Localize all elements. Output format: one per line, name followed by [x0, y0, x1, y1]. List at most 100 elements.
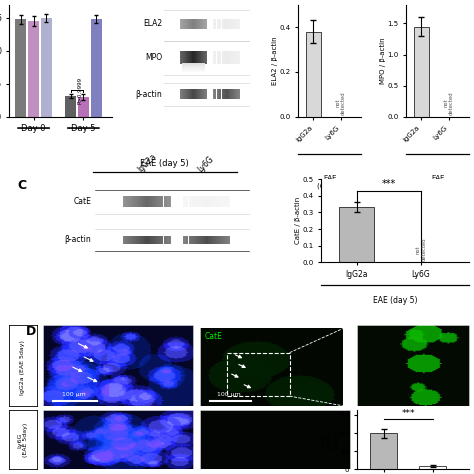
Bar	[223, 196, 224, 207]
Bar	[185, 236, 186, 244]
Bar	[205, 196, 206, 207]
Bar	[370, 433, 397, 469]
Bar	[185, 19, 186, 29]
Bar	[183, 19, 184, 29]
Bar	[182, 64, 205, 65]
Text: CatE: CatE	[73, 197, 91, 206]
Bar	[198, 196, 199, 207]
Text: 100 μm: 100 μm	[62, 392, 86, 397]
Bar	[192, 51, 193, 64]
Bar	[138, 236, 139, 244]
Bar	[231, 51, 232, 64]
Bar	[211, 196, 212, 207]
Bar	[163, 196, 164, 207]
Bar	[188, 19, 189, 29]
Bar	[201, 51, 202, 64]
Bar	[193, 196, 194, 207]
Bar	[197, 196, 198, 207]
Bar	[216, 19, 217, 29]
Bar	[133, 236, 134, 244]
Bar	[204, 51, 205, 64]
Bar	[186, 19, 187, 29]
Bar	[224, 196, 225, 207]
Bar	[185, 196, 186, 207]
Bar	[206, 19, 207, 29]
Bar	[164, 196, 165, 207]
Bar	[182, 68, 205, 70]
Bar	[135, 196, 136, 207]
Bar	[180, 19, 181, 29]
Bar	[143, 196, 144, 207]
Bar	[219, 236, 220, 244]
Bar	[210, 196, 211, 207]
Bar	[191, 19, 192, 29]
Bar	[195, 236, 196, 244]
Bar	[202, 51, 203, 64]
Bar	[182, 67, 205, 69]
Bar	[212, 236, 213, 244]
Bar	[225, 196, 226, 207]
Bar	[206, 90, 207, 100]
Bar	[169, 236, 170, 244]
Bar	[218, 236, 219, 244]
Bar	[220, 51, 221, 64]
Bar	[158, 196, 159, 207]
Bar	[231, 19, 232, 29]
Bar	[192, 90, 193, 100]
Bar	[187, 236, 188, 244]
Bar	[223, 51, 224, 64]
Bar	[205, 90, 206, 100]
Bar	[228, 90, 229, 100]
Bar	[229, 236, 230, 244]
Bar	[217, 236, 218, 244]
Bar	[206, 51, 207, 64]
Bar	[222, 19, 223, 29]
Bar	[144, 196, 145, 207]
Bar	[151, 236, 152, 244]
Bar	[198, 90, 199, 100]
Bar	[217, 51, 218, 64]
Bar	[231, 90, 232, 100]
Bar	[213, 90, 214, 100]
Bar	[215, 51, 216, 64]
Bar	[195, 51, 196, 64]
Bar	[217, 90, 218, 100]
Bar	[196, 51, 197, 64]
Bar	[164, 236, 165, 244]
Bar	[235, 51, 236, 64]
Bar	[169, 196, 170, 207]
Bar	[192, 19, 193, 29]
Bar	[215, 90, 216, 100]
Bar	[193, 19, 194, 29]
Bar	[135, 236, 136, 244]
Bar	[228, 19, 229, 29]
Bar	[159, 236, 160, 244]
Bar	[186, 196, 187, 207]
Bar	[228, 196, 229, 207]
Bar	[168, 196, 169, 207]
Text: not
detected: not detected	[335, 91, 346, 115]
Bar	[213, 196, 214, 207]
Bar	[128, 236, 129, 244]
Bar	[216, 196, 217, 207]
Bar	[157, 196, 158, 207]
Bar	[198, 51, 199, 64]
Bar	[226, 19, 227, 29]
Bar	[127, 236, 128, 244]
Bar	[199, 19, 200, 29]
Bar	[160, 236, 161, 244]
Bar	[239, 51, 240, 64]
Bar	[139, 196, 140, 207]
Bar	[185, 90, 186, 100]
Bar	[199, 90, 200, 100]
Bar	[193, 51, 194, 64]
Text: 100 μm: 100 μm	[217, 392, 241, 397]
Bar	[124, 236, 125, 244]
Bar	[126, 236, 127, 244]
Bar	[131, 196, 132, 207]
Text: Ly6G
(EAE 5day): Ly6G (EAE 5day)	[18, 423, 28, 457]
Text: not
detected: not detected	[416, 238, 427, 262]
Bar	[153, 236, 154, 244]
Bar	[232, 90, 233, 100]
Bar	[198, 236, 199, 244]
